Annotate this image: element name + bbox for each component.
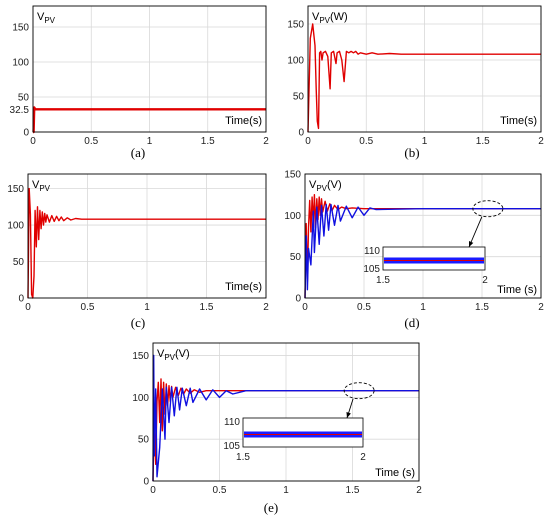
panel-a-ytick-label: 0: [23, 128, 29, 139]
panel-b-series-red: [307, 23, 541, 133]
panel-a-ytick-label: 150: [12, 23, 29, 34]
panel-a-ytick-label: 100: [12, 58, 29, 69]
panel-c-xtick-label: 1: [144, 302, 150, 313]
panel-b-ylabel: VPV(W): [312, 11, 348, 25]
panel-e-zoom-arrowhead: [346, 412, 351, 418]
panel-e-ytick-label: 0: [143, 477, 149, 488]
panel-d-series-blue: [304, 203, 541, 299]
panel-c-ytick-label: 50: [13, 257, 25, 268]
panel-c-ytick-label: 100: [7, 221, 24, 232]
panel-d-xtick-label: 1: [420, 302, 426, 313]
panel-a-frame: [32, 5, 267, 133]
panel-c-grid: [27, 174, 267, 299]
panel-a-xtick-label: 2: [263, 136, 269, 147]
panel-e-ylabel: VPV(V): [157, 348, 190, 362]
panel-a-series-red: [32, 106, 266, 134]
panel-e-inset-ytick: 105: [223, 441, 240, 452]
panel-b-xlabel: Time(s): [500, 115, 537, 127]
panel-e-ytick-label: 150: [132, 351, 149, 362]
panel-b-xtick-label: 1.5: [476, 136, 490, 147]
panel-d: 0 0.5 1 1.5 2 0 50 100 150 VPV(V) Time (s) (d) 110 10…: [284, 170, 544, 331]
panel-d-ytick-label: 0: [295, 294, 301, 305]
panel-b-ytick-label: 150: [287, 20, 304, 31]
panel-d-grid: [304, 173, 542, 299]
panel-e-zoom-ellipse: [343, 382, 375, 400]
panel-a-xtick-label: 1: [147, 136, 153, 147]
panel-e-ytick-label: 100: [132, 393, 149, 404]
panel-e-frame: [152, 342, 420, 482]
panel-d-xtick-label: 2: [538, 302, 544, 313]
panel-e-xtick-label: 0: [150, 485, 156, 496]
panel-e-xtick-label: 1: [283, 485, 289, 496]
panel-a: 0 0.5 1 1.5 2 0 32.550 100 150 VPV Time(s) (a): [10, 5, 269, 160]
panel-e-xlabel: Time (s): [375, 467, 415, 479]
panel-e-caption: (e): [264, 500, 278, 515]
panel-d-xlabel: Time (s): [497, 284, 537, 296]
panel-a-xlabel: Time(s): [225, 115, 262, 127]
panel-d-frame: [304, 173, 542, 299]
panel-c: 0 0.5 1 1.5 2 0 50 100 150 VPV Time(s) (c): [7, 173, 269, 330]
panel-b-ytick-label: 50: [293, 92, 305, 103]
panel-a-caption: (a): [131, 145, 145, 160]
panel-a-xtick-label: 0.5: [84, 136, 98, 147]
panel-c-xtick-label: 0.5: [81, 302, 95, 313]
panel-d-zoom-arrowhead: [469, 241, 474, 247]
panel-d-inset-ytick: 110: [364, 246, 380, 257]
panel-d-xtick-label: 0.5: [357, 302, 371, 313]
panel-b-ytick-label: 0: [298, 128, 304, 139]
panel-e-grid: [152, 343, 420, 482]
panel-c-ytick-label: 0: [18, 294, 24, 305]
panel-e-ytick-label: 50: [138, 435, 150, 446]
panel-a-xtick-label: 1.5: [201, 136, 215, 147]
panel-a-ytick-label: 32.5: [10, 105, 30, 116]
panel-e-xtick-label: 2: [416, 485, 422, 496]
panel-d-inset-ytick: 105: [363, 264, 380, 275]
panel-b-caption: (b): [404, 145, 419, 160]
panel-e-inset-xtick: 2: [360, 452, 366, 463]
panel-d-xtick-label: 0: [302, 302, 308, 313]
panel-c-ylabel: VPV: [32, 179, 51, 193]
panel-d-zoom-ellipse: [472, 200, 504, 218]
panel-d-xtick-label: 1.5: [475, 302, 489, 313]
panel-c-series-red: [27, 187, 266, 299]
panel-e: 0 0.5 1 1.5 2 0 50 100 150 VPV(V) Time (s) (e) 110 10…: [132, 342, 422, 515]
panel-e-xtick-label: 1.5: [346, 485, 360, 496]
panel-d-ytick-label: 50: [290, 252, 302, 263]
panel-c-xtick-label: 1.5: [200, 302, 214, 313]
panel-b-ytick-label: 100: [287, 56, 304, 67]
panel-b-frame: [307, 5, 542, 133]
panel-b-xtick-label: 0.5: [359, 136, 373, 147]
panel-c-xlabel: Time(s): [225, 281, 262, 293]
panel-a-xtick-label: 0: [30, 136, 36, 147]
panel-b-xtick-label: 1: [422, 136, 428, 147]
panel-c-ytick-label: 150: [7, 184, 24, 195]
panel-a-ytick-label: 50: [18, 93, 30, 104]
panel-e-inset-ytick: 110: [224, 417, 240, 428]
panel-b: 0 0.5 1 1.5 2 0 50 100 150 VPV(W) Time(s) (b): [287, 5, 544, 160]
panel-e-series-blue: [152, 354, 419, 482]
panel-d-ylabel: VPV(V): [309, 179, 342, 193]
panel-d-caption: (d): [404, 315, 419, 330]
panel-c-frame: [27, 173, 267, 299]
panel-e-xtick-label: 0.5: [213, 485, 227, 496]
panel-d-ytick-label: 150: [284, 170, 301, 181]
panel-e-inset-xtick: 1.5: [236, 452, 250, 463]
panel-d-inset-xtick: 1.5: [376, 275, 390, 286]
panel-c-caption: (c): [131, 315, 145, 330]
panel-c-xtick-label: 2: [263, 302, 269, 313]
panel-d-inset-xtick: 2: [482, 275, 488, 286]
panel-c-xtick-label: 0: [25, 302, 31, 313]
panel-a-grid: [32, 6, 267, 133]
panel-b-xtick-label: 0: [305, 136, 311, 147]
panel-d-ytick-label: 100: [284, 211, 301, 222]
panel-a-ylabel: VPV: [37, 11, 56, 25]
panel-b-xtick-label: 2: [538, 136, 544, 147]
